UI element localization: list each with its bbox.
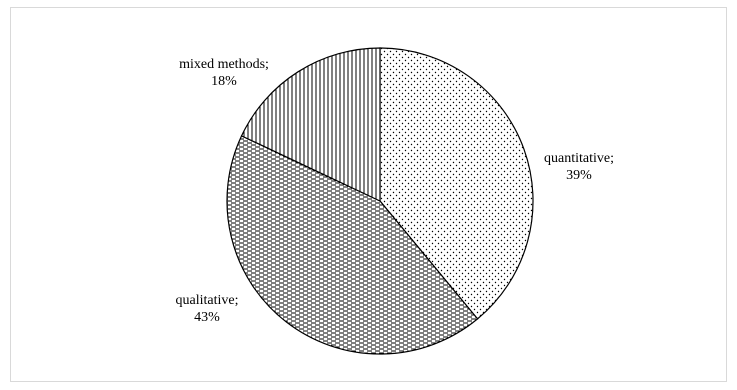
pie-slice-mixed-methods: [240, 47, 381, 202]
chart-frame: quantitative; 39% qualitative; 43% mixed met…: [10, 7, 727, 382]
slice-label-percent: 18%: [211, 74, 237, 89]
slice-label-name: qualitative;: [176, 293, 239, 308]
pie-chart: quantitative; 39% qualitative; 43% mixed met…: [176, 47, 614, 355]
slice-label-percent: 43%: [194, 310, 220, 325]
pie-slice-qualitative: [226, 135, 479, 355]
slice-label-qualitative: qualitative; 43%: [176, 293, 239, 325]
pie-slice-quantitative: [379, 47, 534, 320]
slice-label-mixed-methods: mixed methods; 18%: [179, 57, 269, 89]
pie-labels: quantitative; 39% qualitative; 43% mixed met…: [176, 57, 614, 325]
slice-label-name: quantitative;: [544, 151, 614, 166]
slice-label-percent: 39%: [566, 168, 592, 183]
slice-label-quantitative: quantitative; 39%: [544, 151, 614, 183]
pie-slices: [226, 47, 534, 355]
slice-label-name: mixed methods;: [179, 57, 269, 72]
